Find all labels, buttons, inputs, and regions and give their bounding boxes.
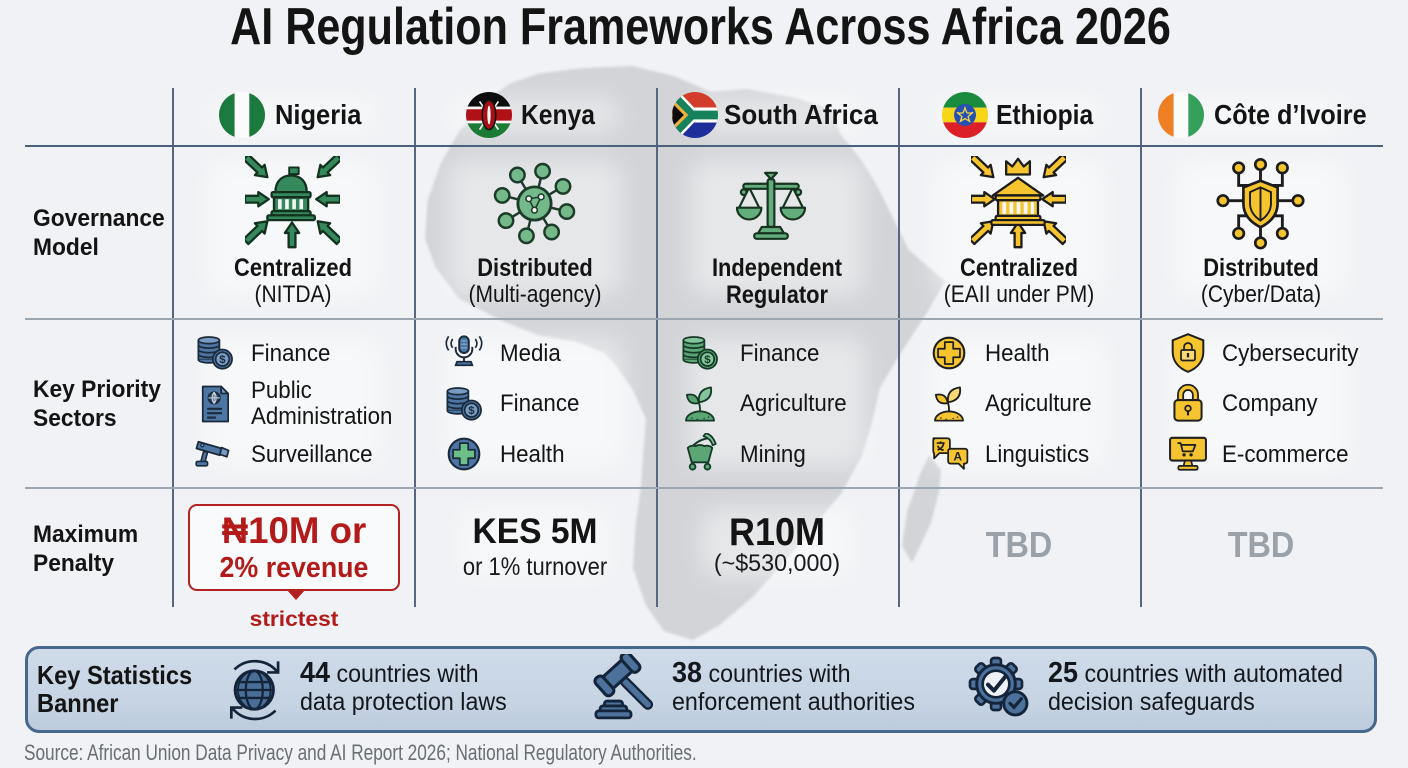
svg-text:$: $ (468, 405, 475, 417)
svg-text:$: $ (704, 354, 711, 366)
svg-text:A: A (953, 450, 962, 464)
svg-text:$: $ (219, 354, 226, 366)
